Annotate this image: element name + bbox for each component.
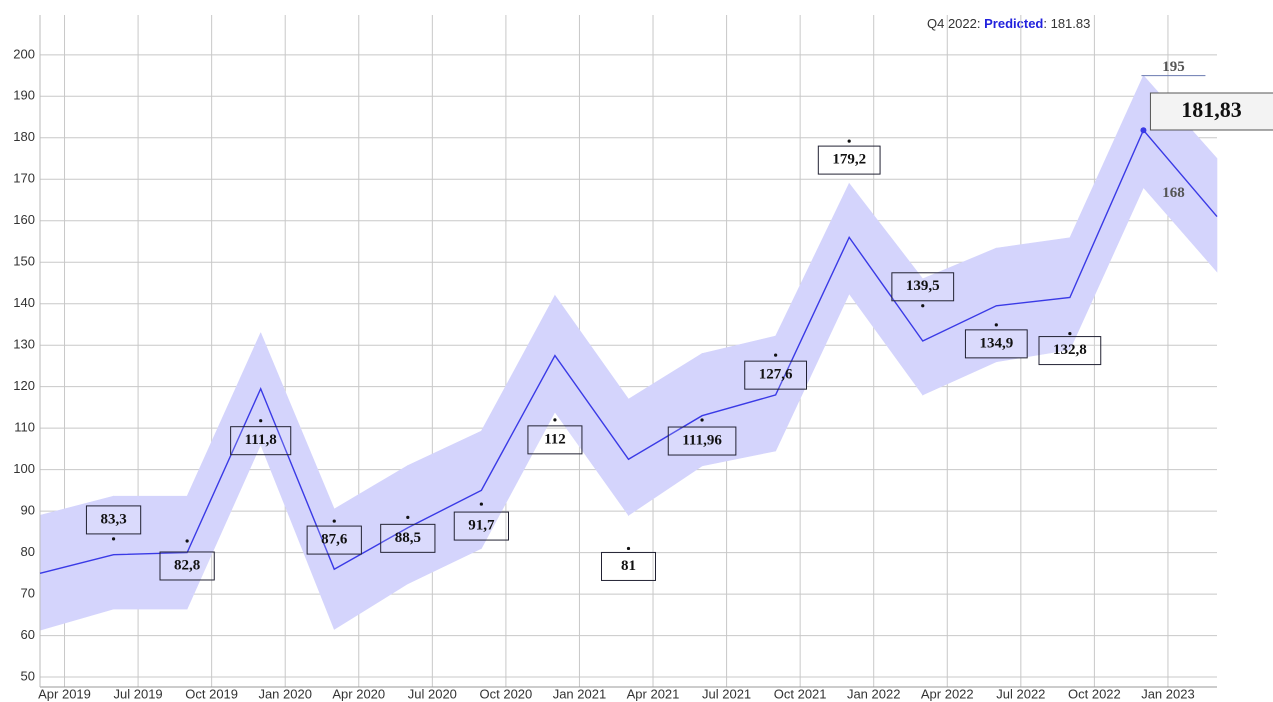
actual-point: [847, 139, 851, 143]
label-box: [964, 329, 1028, 359]
label-box: [159, 551, 215, 581]
x-tick-label: Apr 2021: [627, 686, 680, 701]
x-tick-label: Apr 2020: [332, 686, 385, 701]
label-box: [891, 272, 955, 302]
highlight-box: [1149, 92, 1273, 131]
y-tick-label: 60: [21, 627, 35, 642]
band-label: 195: [1162, 59, 1185, 75]
y-tick-label: 140: [13, 295, 35, 310]
x-tick-label: Jan 2023: [1141, 686, 1195, 701]
label-box: [230, 426, 292, 456]
actual-label: 83,3: [100, 511, 126, 527]
x-tick-label: Jan 2021: [553, 686, 607, 701]
label-box: [306, 525, 362, 555]
x-tick-label: Jul 2021: [702, 686, 751, 701]
actual-label: 179,2: [832, 152, 866, 168]
y-tick-label: 50: [21, 668, 35, 683]
y-tick-label: 160: [13, 212, 35, 227]
actual-label: 112: [544, 431, 566, 447]
x-tick-label: Oct 2020: [480, 686, 533, 701]
predicted-line: [39, 128, 1218, 575]
label-box: [744, 360, 807, 390]
actual-point: [111, 537, 116, 541]
y-tick-label: 80: [21, 544, 35, 559]
x-tick-label: Jul 2020: [408, 686, 457, 701]
y-tick-label: 70: [21, 586, 35, 601]
actual-point: [626, 546, 631, 551]
actual-point: [332, 519, 336, 523]
x-tick-label: Oct 2021: [774, 686, 827, 701]
y-tick-label: 200: [13, 46, 35, 61]
tooltip-label: Q4 2022:: [927, 16, 981, 31]
actual-point: [1068, 331, 1072, 336]
x-tick-label: Apr 2022: [921, 686, 974, 701]
actual-point: [406, 515, 410, 519]
label-box: [601, 551, 656, 581]
y-tick-label: 150: [13, 254, 35, 269]
actual-point: [921, 304, 925, 308]
x-tick-label: Jan 2020: [258, 686, 312, 701]
confidence-band: [554, 294, 629, 517]
actual-point: [479, 502, 483, 506]
actual-point: [994, 323, 998, 327]
band-label: 168: [1162, 185, 1185, 201]
label-box: [453, 511, 509, 541]
label-box: [380, 523, 436, 553]
confidence-band: [407, 430, 482, 585]
x-tick-label: Jan 2022: [847, 686, 901, 701]
x-tick-label: Jul 2022: [996, 686, 1045, 701]
label-box: [667, 426, 737, 456]
y-tick-label: 190: [13, 88, 35, 103]
label-box: [1038, 336, 1102, 366]
tooltip-series: Predicted: [984, 16, 1043, 31]
y-tick-label: 100: [13, 461, 35, 476]
highlight-label: 181,83: [1181, 97, 1242, 122]
actual-label: 82,8: [174, 557, 200, 573]
tooltip-value: : 181.83: [1043, 16, 1090, 31]
y-tick-label: 170: [13, 171, 35, 186]
actual-label: 91,7: [468, 518, 495, 534]
actual-point: [774, 353, 778, 357]
y-tick-label: 180: [13, 129, 35, 144]
actual-label: 132,8: [1053, 342, 1087, 358]
y-tick-label: 130: [13, 337, 35, 352]
label-box: [527, 425, 583, 455]
x-tick-label: Jul 2019: [114, 686, 163, 701]
actual-point: [553, 418, 557, 422]
y-tick-label: 90: [21, 503, 35, 518]
x-tick-label: Oct 2022: [1068, 686, 1121, 701]
actual-label: 111,96: [682, 432, 722, 448]
actual-label: 127,6: [759, 367, 793, 383]
tooltip: Q4 2022: Predicted: 181.83: [927, 16, 1090, 31]
actual-label: 88,5: [395, 530, 421, 546]
label-box: [817, 145, 881, 175]
actual-point: [700, 418, 704, 422]
actual-label: 111,8: [245, 432, 277, 448]
actual-point: [185, 539, 189, 543]
predicted-point: [1140, 127, 1147, 134]
actual-point: [259, 419, 263, 423]
actual-label: 81: [621, 558, 636, 574]
y-tick-label: 110: [14, 420, 35, 435]
actual-label: 139,5: [906, 278, 940, 294]
confidence-band: [260, 332, 335, 630]
label-box: [85, 505, 142, 535]
actual-label: 87,6: [321, 532, 348, 548]
x-tick-label: Apr 2019: [38, 686, 91, 701]
confidence-band: [922, 247, 997, 396]
y-tick-label: 120: [13, 378, 35, 393]
actual-label: 134,9: [979, 335, 1013, 351]
x-tick-label: Oct 2019: [185, 686, 238, 701]
